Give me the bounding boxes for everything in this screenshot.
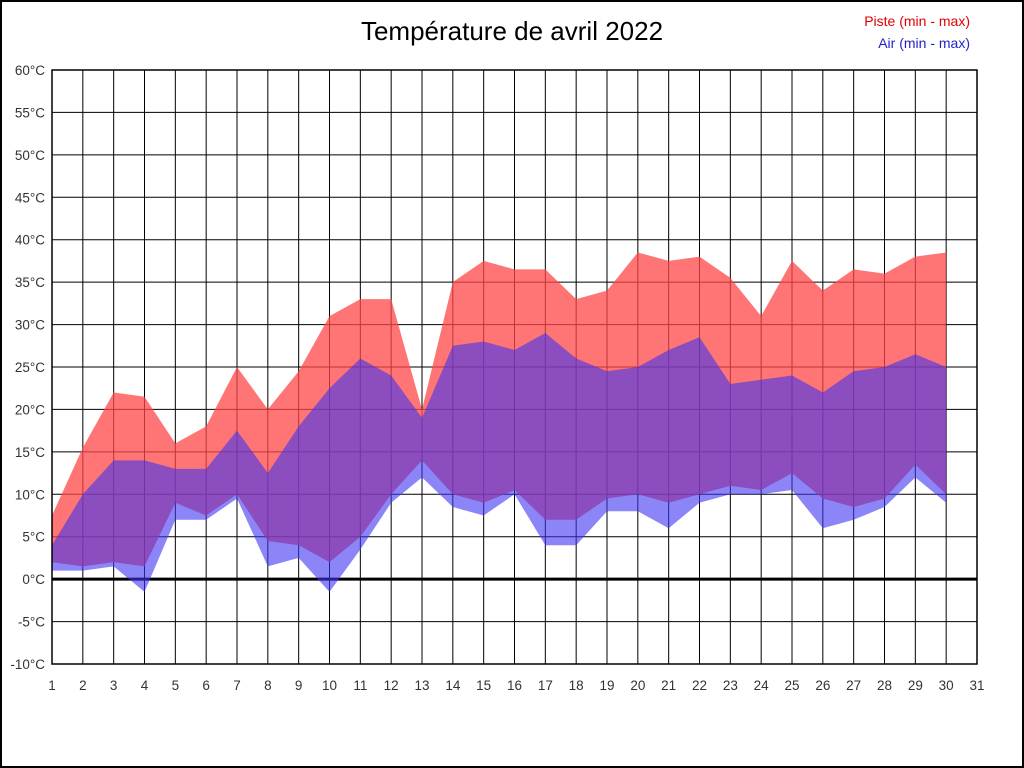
x-tick-label: 18	[569, 678, 584, 693]
y-tick-label: 10°C	[15, 487, 45, 502]
x-tick-label: 16	[507, 678, 522, 693]
x-tick-label: 3	[110, 678, 118, 693]
x-tick-label: 5	[172, 678, 180, 693]
x-tick-label: 2	[79, 678, 87, 693]
y-tick-label: 5°C	[22, 530, 45, 545]
x-tick-label: 12	[384, 678, 399, 693]
x-tick-label: 23	[723, 678, 738, 693]
air-minmax-band	[52, 333, 947, 592]
x-tick-label: 25	[784, 678, 799, 693]
x-tick-label: 30	[939, 678, 954, 693]
y-tick-label: -10°C	[10, 657, 45, 672]
y-tick-label: 55°C	[15, 105, 45, 120]
x-tick-label: 1	[48, 678, 56, 693]
x-tick-label: 10	[322, 678, 337, 693]
x-tick-label: 27	[846, 678, 861, 693]
x-tick-label: 14	[445, 678, 461, 693]
x-tick-label: 17	[538, 678, 553, 693]
x-tick-label: 31	[969, 678, 984, 693]
legend-item-air: Air (min - max)	[878, 35, 970, 51]
chart-title: Température de avril 2022	[360, 16, 664, 46]
y-tick-label: 15°C	[15, 445, 45, 460]
x-tick-label: 6	[202, 678, 210, 693]
y-tick-label: 45°C	[15, 190, 45, 205]
x-tick-label: 19	[599, 678, 614, 693]
x-tick-label: 11	[353, 678, 367, 693]
legend-item-piste: Piste (min - max)	[864, 13, 970, 29]
y-tick-label: 40°C	[15, 233, 45, 248]
y-tick-label: 25°C	[15, 360, 45, 375]
y-tick-label: 60°C	[15, 63, 45, 78]
legend: Piste (min - max) Air (min - max)	[864, 10, 970, 54]
x-tick-label: 9	[295, 678, 303, 693]
y-tick-label: 30°C	[15, 318, 45, 333]
x-tick-label: 7	[233, 678, 241, 693]
x-tick-label: 13	[414, 678, 429, 693]
x-tick-label: 24	[754, 678, 770, 693]
x-tick-label: 15	[476, 678, 491, 693]
x-tick-label: 26	[815, 678, 830, 693]
x-tick-label: 20	[630, 678, 645, 693]
y-tick-label: 20°C	[15, 402, 45, 417]
x-tick-label: 8	[264, 678, 272, 693]
y-tick-label: 35°C	[15, 275, 45, 290]
x-tick-label: 29	[908, 678, 923, 693]
x-tick-label: 4	[141, 678, 149, 693]
x-tick-label: 21	[661, 678, 676, 693]
y-tick-label: -5°C	[18, 615, 45, 630]
y-tick-label: 0°C	[22, 572, 45, 587]
x-tick-label: 22	[692, 678, 707, 693]
plot-border	[51, 69, 978, 665]
x-tick-label: 28	[877, 678, 892, 693]
y-tick-label: 50°C	[15, 148, 45, 163]
